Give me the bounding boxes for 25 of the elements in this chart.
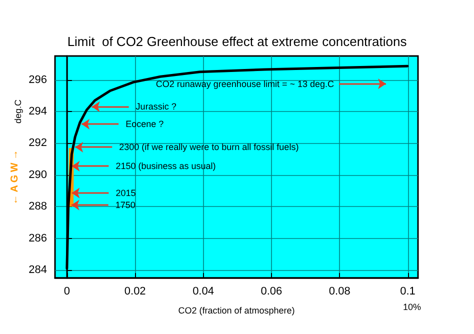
y-axis-title: deg.C (13, 99, 23, 124)
y-tick-label: 288 (28, 200, 47, 213)
x-tick-label: 0.1 (400, 286, 416, 298)
y-tick-label: 284 (28, 264, 47, 276)
y-tick-label: 286 (28, 232, 47, 244)
annotation: Jurassic ? (136, 102, 176, 112)
text: 10% (402, 302, 422, 312)
annotation: CO2 runaway greenhouse limit = ~ 13 deg.C (156, 78, 334, 89)
annotation: 2150 (business as usual) (116, 161, 216, 172)
annotation: 2300 (if we really were to burn all fossil fuels) (119, 142, 299, 152)
annotation: Eocene ? (126, 119, 164, 130)
x-tick-label: 0.08 (328, 286, 350, 298)
annotation: 2015 (116, 188, 136, 198)
y-tick-label: 290 (28, 168, 47, 181)
y-tick-label: 296 (28, 74, 47, 86)
text: ← A G W → (10, 150, 20, 205)
y-tick-label: 292 (28, 137, 47, 150)
annotation: 1750 (115, 200, 136, 210)
y-tick-label: 294 (28, 106, 47, 118)
x-tick-label: 0.06 (260, 286, 282, 298)
x-tick-label: 0.02 (124, 286, 146, 298)
x-tick-label: 0.04 (192, 286, 214, 298)
x-axis-title: CO2 (fraction of atmosphere) (178, 306, 295, 316)
chart-title: Limit of CO2 Greenhouse effect at extreme concentrations (67, 34, 408, 49)
x-tick-label: 0 (64, 286, 70, 298)
